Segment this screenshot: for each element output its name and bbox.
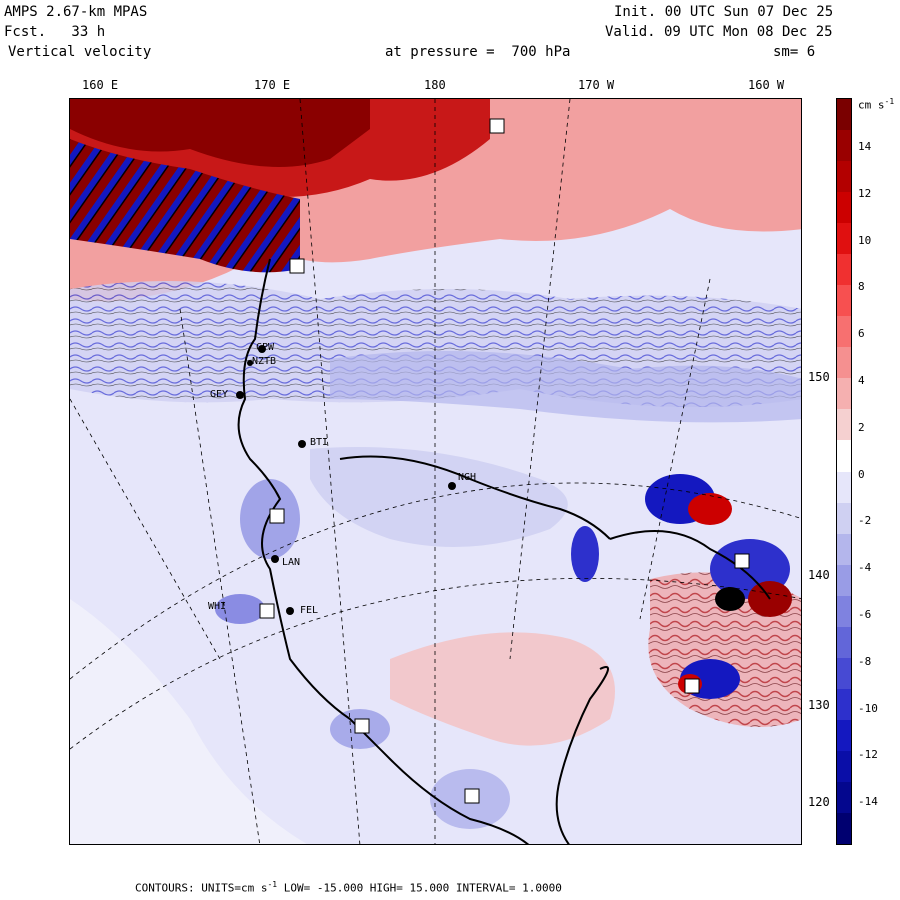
lon-label-160e: 160 E <box>82 78 119 92</box>
colorbar-segment <box>837 192 851 224</box>
lon-label-180: 180 <box>424 78 446 92</box>
colorbar-segment <box>837 316 851 348</box>
graticule <box>70 99 801 844</box>
colorbar-segment <box>837 564 851 597</box>
map-panel: CPW NZTB GEY BTI LAN WHI FEL NGH <box>69 98 802 845</box>
pressure-level: at pressure = 700 hPa <box>385 44 571 60</box>
colorbar-segment <box>837 595 851 628</box>
colorbar-segment <box>837 347 851 379</box>
colorbar-segment <box>837 471 851 504</box>
colorbar-tick-label: -12 <box>858 748 878 762</box>
station-label-lan: LAN <box>282 557 301 568</box>
lon-label-160w: 160 W <box>748 78 785 92</box>
init-time: Init. 00 UTC Sun 07 Dec 25 <box>614 4 834 20</box>
colorbar-segment <box>837 533 851 566</box>
colorbar-tick-label: 12 <box>858 186 872 200</box>
station-label-nztb: NZTB <box>252 356 277 367</box>
colorbar-segment <box>837 719 851 752</box>
lon-label-170e: 170 E <box>254 78 291 92</box>
colorbar-segment <box>837 409 851 441</box>
lat-label-130w: 130 W <box>808 698 845 712</box>
station-label-whi: WHI <box>208 601 227 612</box>
colorbar-segment <box>837 99 851 131</box>
colorbar-segment <box>837 750 851 783</box>
valid-time: Valid. 09 UTC Mon 08 Dec 25 <box>605 24 833 40</box>
colorbar-segment <box>837 502 851 535</box>
station-label-cpw: CPW <box>256 342 275 353</box>
colorbar-tick-label: -10 <box>858 701 878 715</box>
vertical-velocity-field <box>70 99 801 844</box>
colorbar-units: cm s-1 <box>858 97 895 112</box>
colorbar-segment <box>837 440 851 472</box>
colorbar-tick-label: 0 <box>858 467 865 481</box>
model-title: AMPS 2.67-km MPAS <box>4 4 148 20</box>
smoothing: sm= 6 <box>773 44 816 60</box>
lat-label-140w: 140 W <box>808 568 845 582</box>
colorbar-tick-label: 6 <box>858 327 865 341</box>
station-label-bti: BTI <box>310 437 329 448</box>
colorbar-tick-label: -6 <box>858 608 872 621</box>
colorbar <box>836 98 852 845</box>
station-dots <box>236 345 456 615</box>
colorbar-tick-label: 14 <box>858 140 872 153</box>
station-label-gey: GEY <box>210 389 229 400</box>
colorbar-tick-label: 2 <box>858 420 865 434</box>
coastline <box>237 258 771 844</box>
lon-label-170w: 170 W <box>578 78 615 92</box>
colorbar-segment <box>837 812 851 845</box>
colorbar-tick-label: 4 <box>858 374 865 387</box>
colorbar-segment <box>837 254 851 286</box>
mountain-wave-region <box>70 139 300 273</box>
colorbar-tick-label: -2 <box>858 514 872 528</box>
colorbar-tick-label: -14 <box>858 795 878 809</box>
field-name: Vertical velocity <box>8 44 152 60</box>
colorbar-segment <box>837 657 851 690</box>
colorbar-segment <box>837 378 851 410</box>
lat-label-150w: 150 W <box>808 370 845 384</box>
colorbar-segment <box>837 130 851 162</box>
colorbar-segment <box>837 161 851 193</box>
station-label-ngh: NGH <box>458 472 477 483</box>
colorbar-segment <box>837 781 851 814</box>
extrema-markers <box>259 118 750 804</box>
colorbar-segment <box>837 626 851 659</box>
contour-info: CONTOURS: UNITS=cm s-1 LOW= -15.000 HIGH… <box>135 880 562 895</box>
colorbar-tick-label: -8 <box>858 654 872 668</box>
colorbar-tick-label: -4 <box>858 561 872 575</box>
station-label-fel: FEL <box>300 605 319 616</box>
colorbar-segment <box>837 223 851 255</box>
forecast-hour: Fcst. 33 h <box>4 24 106 40</box>
colorbar-tick-label: 10 <box>858 233 872 247</box>
colorbar-segment <box>837 285 851 317</box>
colorbar-tick-label: 8 <box>858 280 865 294</box>
colorbar-segment <box>837 688 851 721</box>
lat-label-120w: 120 W <box>808 795 845 809</box>
